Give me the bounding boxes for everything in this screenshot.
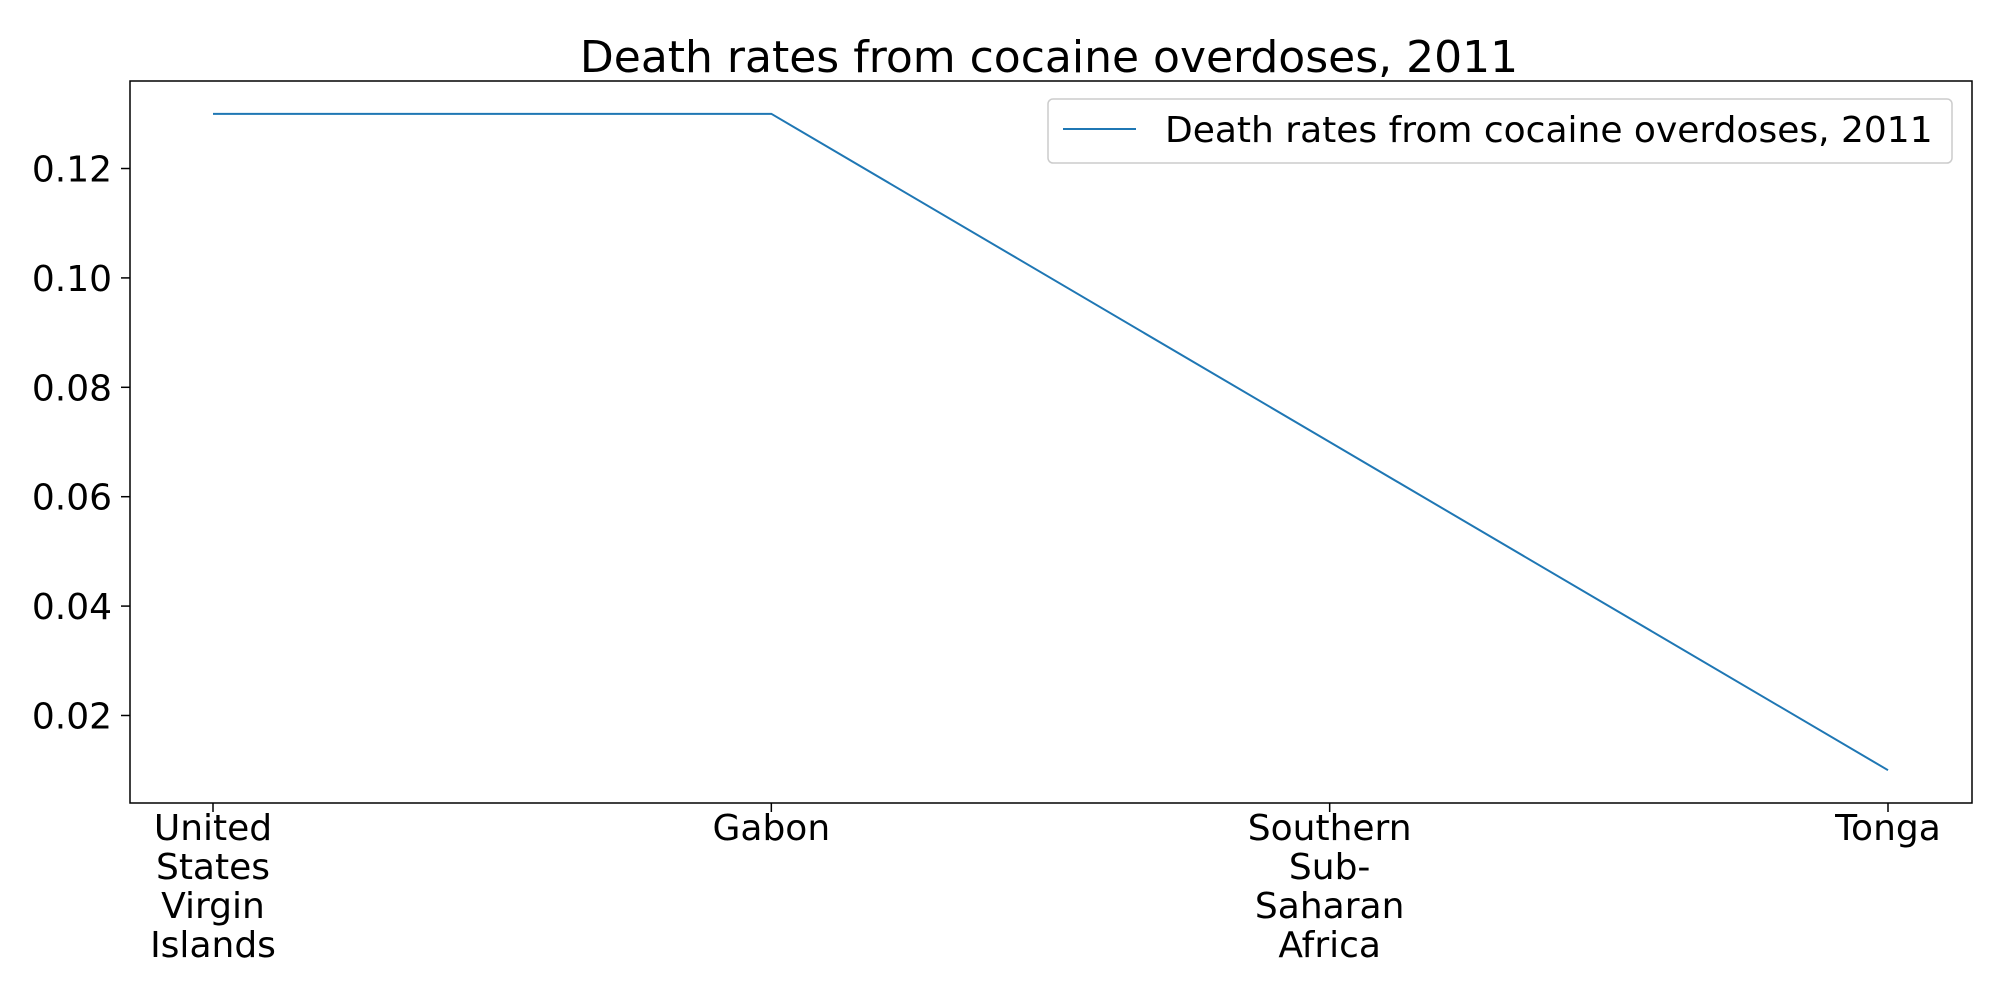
x-axis: United States Virgin Islands Gabon Southern Su… bbox=[150, 803, 1941, 966]
y-tick-label: 0.08 bbox=[32, 368, 112, 409]
chart-title: Death rates from cocaine overdoses, 2011 bbox=[580, 32, 1518, 83]
legend: Death rates from cocaine overdoses, 2011 bbox=[1047, 98, 1953, 164]
series-layer bbox=[213, 112, 1889, 772]
legend-label: Death rates from cocaine overdoses, 2011 bbox=[1165, 110, 1933, 151]
plot-area bbox=[129, 80, 1973, 804]
x-tick-label: Southern Sub-Saharan Africa bbox=[1248, 808, 1412, 966]
x-tick-label: United States Virgin Islands bbox=[150, 808, 276, 966]
x-tick-label: Tonga bbox=[1834, 808, 1941, 849]
legend-box bbox=[1047, 98, 1953, 164]
y-tick-label: 0.04 bbox=[32, 587, 112, 628]
y-tick-label: 0.02 bbox=[32, 696, 112, 737]
y-axis: 0.02 0.04 0.06 0.08 0.10 0.12 bbox=[32, 150, 130, 737]
y-tick-label: 0.10 bbox=[32, 259, 112, 300]
series-line bbox=[213, 112, 1889, 772]
x-tick-label: Gabon bbox=[713, 808, 831, 849]
y-tick-label: 0.06 bbox=[32, 478, 112, 519]
y-tick-label: 0.12 bbox=[32, 150, 112, 191]
